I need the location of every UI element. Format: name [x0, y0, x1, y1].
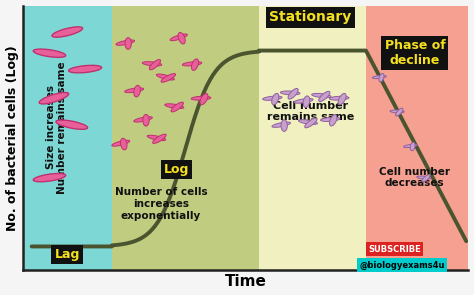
Ellipse shape: [161, 73, 175, 82]
Ellipse shape: [182, 62, 202, 66]
Text: Cell number
remains same: Cell number remains same: [266, 101, 354, 122]
Bar: [112, 6, 259, 270]
Ellipse shape: [33, 49, 66, 57]
Ellipse shape: [263, 96, 282, 100]
X-axis label: Time: Time: [225, 274, 266, 289]
Ellipse shape: [153, 134, 166, 143]
Ellipse shape: [156, 74, 174, 80]
Text: Lag: Lag: [55, 248, 80, 261]
Ellipse shape: [281, 91, 300, 95]
Ellipse shape: [396, 108, 403, 116]
Ellipse shape: [372, 76, 386, 78]
Ellipse shape: [379, 73, 384, 82]
Ellipse shape: [329, 114, 337, 126]
Ellipse shape: [272, 122, 291, 127]
Ellipse shape: [329, 96, 349, 100]
Text: Stationary: Stationary: [269, 10, 351, 24]
Ellipse shape: [149, 60, 161, 70]
Ellipse shape: [294, 99, 313, 103]
Ellipse shape: [200, 94, 208, 105]
Text: Size increases
Number remains same: Size increases Number remains same: [46, 61, 67, 194]
Text: Cell number
decreases: Cell number decreases: [379, 167, 449, 189]
Ellipse shape: [390, 110, 404, 113]
Y-axis label: No. of bacterial cells (Log): No. of bacterial cells (Log): [6, 45, 18, 231]
Ellipse shape: [56, 120, 88, 129]
Bar: [23, 6, 112, 270]
Ellipse shape: [125, 88, 144, 93]
Ellipse shape: [147, 135, 166, 141]
Bar: [259, 6, 366, 270]
Ellipse shape: [116, 40, 135, 45]
Ellipse shape: [143, 114, 149, 126]
Ellipse shape: [305, 118, 317, 128]
Ellipse shape: [171, 102, 183, 112]
Ellipse shape: [403, 144, 418, 148]
Ellipse shape: [191, 59, 199, 71]
Text: @biologyexams4u: @biologyexams4u: [359, 260, 445, 270]
Text: Number of cells
increases
exponentially: Number of cells increases exponentially: [115, 188, 207, 221]
Ellipse shape: [272, 93, 279, 105]
Text: Log: Log: [164, 163, 189, 176]
Ellipse shape: [288, 88, 298, 99]
Ellipse shape: [281, 120, 287, 131]
Ellipse shape: [303, 96, 310, 108]
Ellipse shape: [120, 138, 127, 150]
Ellipse shape: [33, 173, 66, 182]
Ellipse shape: [417, 176, 431, 179]
Text: Phase of
decline: Phase of decline: [384, 39, 446, 67]
Ellipse shape: [170, 34, 187, 41]
Ellipse shape: [299, 120, 318, 124]
Ellipse shape: [191, 96, 211, 100]
Ellipse shape: [142, 62, 162, 66]
Ellipse shape: [410, 142, 415, 151]
Ellipse shape: [125, 38, 131, 49]
Ellipse shape: [39, 92, 69, 104]
Bar: [366, 6, 468, 270]
Ellipse shape: [319, 91, 330, 101]
Ellipse shape: [422, 175, 430, 182]
Ellipse shape: [134, 85, 140, 97]
Ellipse shape: [320, 117, 340, 122]
Ellipse shape: [178, 32, 185, 44]
Ellipse shape: [112, 140, 130, 146]
Ellipse shape: [69, 65, 101, 73]
Ellipse shape: [312, 94, 331, 98]
Ellipse shape: [165, 104, 184, 109]
Ellipse shape: [52, 27, 82, 37]
Ellipse shape: [338, 94, 346, 105]
Ellipse shape: [134, 117, 152, 122]
Text: SUBSCRIBE: SUBSCRIBE: [368, 245, 421, 254]
